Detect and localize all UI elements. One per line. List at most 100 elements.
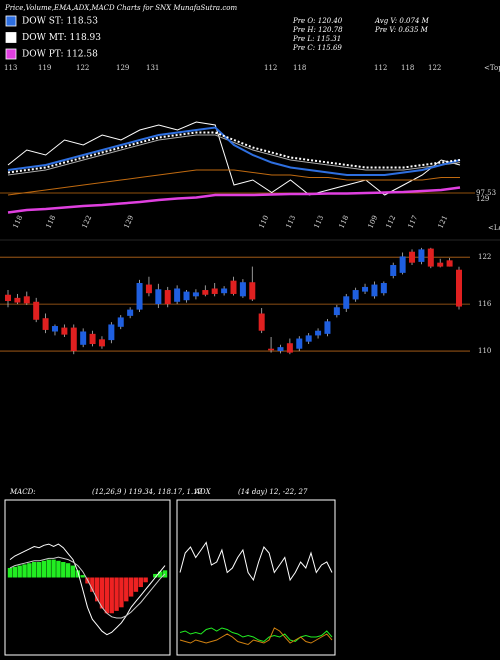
candle-body: [211, 288, 218, 294]
histogram-bar: [99, 577, 105, 609]
top-label: 118: [401, 64, 414, 72]
candle-body: [249, 282, 256, 300]
candle-body: [230, 280, 237, 294]
stat-text: Pre L: 115.31: [292, 35, 341, 43]
histogram-bar: [75, 570, 81, 578]
histogram-bar: [109, 577, 114, 614]
top-label: 129: [116, 64, 129, 72]
series-line: [7, 121, 461, 196]
candle-body: [305, 335, 312, 342]
candle-body: [183, 291, 190, 301]
series-line: [9, 556, 166, 619]
candle-body: [446, 260, 453, 267]
histogram-bar: [114, 577, 119, 611]
histogram-bar: [36, 562, 42, 578]
histogram-bar: [27, 563, 32, 578]
top-label: 112: [374, 64, 387, 72]
series-line: [7, 186, 461, 214]
candle-body: [155, 289, 162, 305]
histogram-bar: [46, 559, 51, 578]
histogram-bar: [32, 562, 37, 578]
histogram-bar: [56, 560, 61, 578]
histogram-bar: [61, 562, 66, 578]
candle-body: [333, 307, 340, 316]
histogram-bar: [94, 577, 100, 602]
candle-body: [221, 288, 228, 294]
series-line: [9, 543, 166, 636]
histogram-bar: [41, 560, 47, 578]
candle-body: [5, 294, 11, 301]
candle-body: [80, 331, 87, 345]
candle-body: [42, 318, 49, 330]
series-line: [179, 627, 333, 643]
histogram-bar: [128, 577, 134, 597]
histogram-bar: [80, 575, 85, 578]
candle-body: [51, 326, 58, 332]
candle-body: [108, 324, 115, 341]
y-tick-label: 116: [478, 300, 492, 308]
candle-body: [136, 283, 143, 310]
histogram-bar: [143, 577, 148, 583]
top-label: 131: [146, 64, 159, 72]
candle-body: [70, 327, 77, 352]
series-line: [7, 131, 461, 174]
candle-body: [277, 347, 284, 352]
histogram-bar: [65, 563, 71, 578]
series-line: [179, 541, 333, 582]
chart-title: Price,Volume,EMA,ADX,MACD Charts for SNX…: [4, 4, 237, 12]
candle-body: [427, 248, 434, 267]
y-tick-label: 110: [478, 347, 491, 355]
histogram-bar: [138, 577, 143, 588]
stat-text: Pre V: 0.635 M: [374, 26, 429, 34]
macd-title: MACD:: [9, 488, 36, 496]
legend-label: DOW PT: 112.58: [22, 50, 98, 60]
top-label: <Tops: [484, 64, 500, 72]
y-tick-label: 122: [478, 253, 491, 261]
histogram-bar: [51, 559, 56, 578]
candle-body: [268, 348, 275, 351]
candle-body: [380, 283, 387, 294]
candle-body: [98, 339, 105, 347]
histogram-bar: [7, 567, 13, 578]
candle-body: [409, 251, 416, 263]
candle-body: [258, 313, 265, 331]
histogram-bar: [70, 565, 76, 578]
candle-body: [117, 317, 124, 327]
candle-body: [399, 256, 406, 273]
candle-body: [418, 249, 425, 262]
annotation: 97.53: [476, 189, 496, 197]
legend-swatch: [5, 32, 17, 43]
stat-text: Avg V: 0.074 M: [374, 17, 430, 25]
histogram-bar: [90, 577, 95, 592]
candle-body: [437, 262, 444, 267]
low-label: <Lows: [488, 224, 500, 232]
candle-body: [286, 343, 293, 353]
adx-subtitle: (14 day) 12, -22, 27: [238, 488, 308, 496]
top-label: 119: [38, 64, 51, 72]
candle-body: [362, 286, 369, 292]
candle-body: [89, 333, 96, 345]
macd-subtitle: (12,26,9 ) 119.34, 118.17, 1.17: [92, 488, 203, 496]
candle-body: [202, 290, 209, 295]
histogram-bar: [124, 577, 129, 602]
histogram-bar: [157, 571, 163, 578]
candle-body: [61, 327, 68, 335]
legend-swatch: [5, 48, 17, 60]
stat-text: Pre C: 115.69: [292, 44, 342, 52]
adx-panel: [176, 499, 336, 656]
candle-body: [164, 290, 171, 305]
candle-body: [315, 330, 322, 336]
candle-body: [145, 284, 152, 294]
histogram-bar: [104, 577, 110, 614]
top-label: 118: [293, 64, 306, 72]
macd-panel: [4, 499, 171, 656]
adx-title: ADX: [194, 488, 212, 496]
top-label: 112: [264, 64, 277, 72]
candle-body: [343, 296, 350, 309]
top-label: 122: [76, 64, 89, 72]
stat-text: Pre O: 120.40: [292, 17, 343, 25]
candle-body: [33, 301, 40, 320]
histogram-bar: [17, 565, 22, 578]
